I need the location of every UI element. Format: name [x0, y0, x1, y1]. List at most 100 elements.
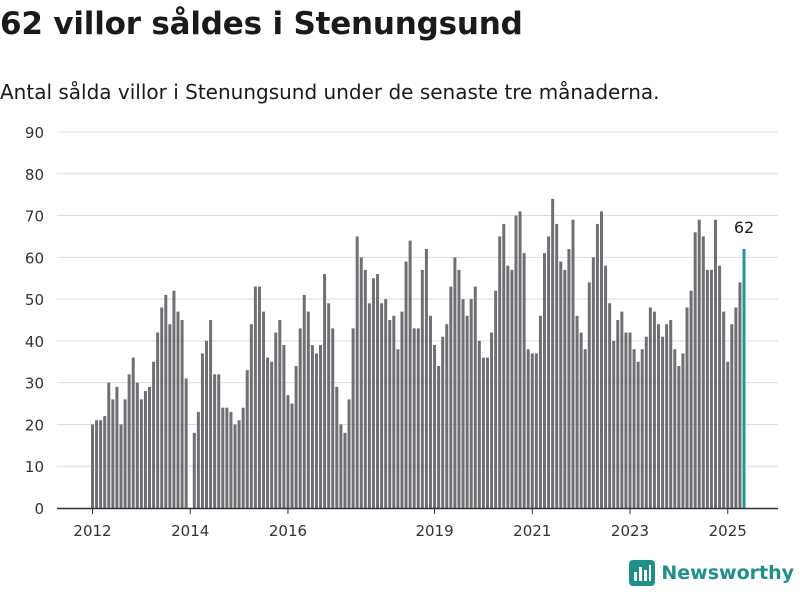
bar — [571, 219, 575, 508]
bar — [156, 332, 160, 508]
bar — [180, 320, 184, 508]
bar — [718, 265, 722, 508]
bar — [99, 420, 103, 508]
bar — [644, 336, 648, 508]
bar — [485, 357, 489, 508]
bar — [339, 424, 343, 508]
x-tick-label: 2021 — [513, 522, 551, 540]
bar — [726, 361, 730, 508]
bar — [620, 311, 624, 508]
bar — [205, 340, 209, 508]
bar — [616, 320, 620, 508]
bar — [392, 315, 396, 508]
bar — [91, 424, 94, 508]
bar — [628, 332, 632, 508]
bar — [685, 307, 689, 508]
bar — [196, 411, 200, 508]
bar — [294, 365, 298, 508]
bar — [131, 357, 135, 508]
bar — [400, 311, 404, 508]
bar — [681, 353, 685, 508]
bar — [498, 236, 502, 508]
bar — [213, 374, 217, 508]
bar — [669, 320, 673, 508]
bars — [91, 198, 746, 509]
y-tick-label: 90 — [25, 124, 44, 142]
bar — [510, 269, 514, 508]
bar — [367, 303, 371, 508]
x-tick-label: 2025 — [709, 522, 747, 540]
bar — [563, 269, 567, 508]
bar — [555, 223, 559, 508]
x-tick-label: 2014 — [171, 522, 209, 540]
bar — [384, 299, 388, 508]
bar — [506, 265, 510, 508]
x-tick-label: 2023 — [611, 522, 649, 540]
bar — [262, 311, 266, 508]
bar — [148, 386, 152, 508]
bar — [697, 219, 701, 508]
bar — [274, 332, 278, 508]
bar — [575, 315, 579, 508]
bar — [522, 253, 526, 508]
chart-subtitle: Antal sålda villor i Stenungsund under d… — [0, 80, 660, 104]
bar — [335, 386, 339, 508]
bar — [327, 303, 331, 508]
bar — [302, 294, 306, 508]
bar — [640, 349, 644, 508]
bar — [441, 336, 445, 508]
bar — [278, 320, 282, 508]
bar — [192, 432, 196, 508]
bar — [376, 274, 380, 508]
x-tick-label: 2019 — [415, 522, 453, 540]
bar — [123, 399, 127, 508]
bar — [701, 236, 705, 508]
bar — [473, 286, 477, 508]
bar — [416, 328, 420, 508]
bar — [453, 257, 457, 508]
bar — [135, 382, 139, 508]
bar — [534, 353, 538, 508]
bar — [249, 324, 253, 508]
bar — [595, 223, 599, 508]
bar — [518, 211, 522, 508]
bar — [290, 403, 294, 508]
bar — [490, 332, 494, 508]
bar — [661, 336, 665, 508]
x-axis-labels: 2012 2014 2016 2019 2021 2023 2025 — [73, 522, 746, 540]
bar — [657, 324, 661, 508]
bar — [709, 269, 713, 508]
bar — [693, 232, 697, 508]
bar — [266, 357, 270, 508]
bar — [127, 374, 131, 508]
x-tick-label: 2012 — [73, 522, 111, 540]
bar — [237, 420, 241, 508]
bar — [351, 328, 355, 508]
bar — [152, 361, 156, 508]
bar — [229, 411, 233, 508]
bar — [567, 248, 571, 508]
y-tick-label: 0 — [34, 500, 44, 518]
bar — [469, 299, 473, 508]
y-tick-label: 20 — [25, 416, 44, 434]
brand-name: Newsworthy — [661, 562, 794, 584]
bar — [481, 357, 485, 508]
x-tick-label: 2016 — [269, 522, 307, 540]
bar — [396, 349, 400, 508]
bar — [514, 215, 518, 509]
bar — [538, 315, 542, 508]
bar — [286, 395, 290, 508]
bar — [164, 294, 168, 508]
bar — [559, 261, 563, 508]
bar — [233, 424, 237, 508]
bar — [624, 332, 628, 508]
bar — [95, 420, 99, 508]
data-label: 62 — [734, 218, 754, 237]
bar — [241, 407, 245, 508]
bar — [433, 345, 437, 508]
y-tick-label: 70 — [25, 208, 44, 226]
bar — [652, 311, 656, 508]
bar — [600, 211, 603, 508]
bar — [677, 365, 681, 508]
bar — [445, 324, 449, 508]
